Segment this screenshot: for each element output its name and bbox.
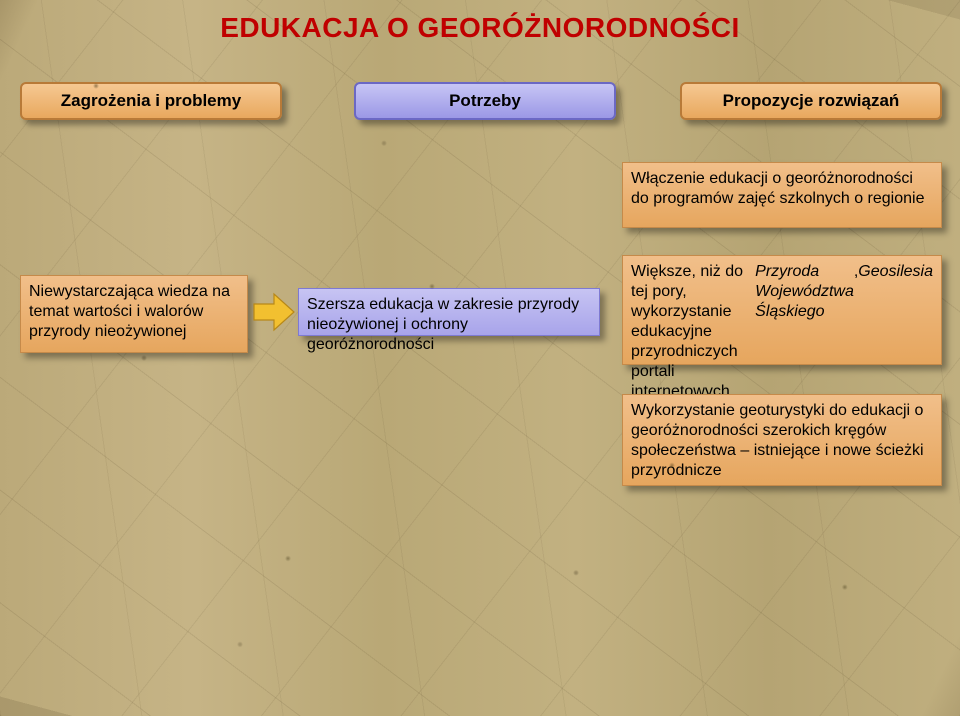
box-col1-insufficient-knowledge: Niewystarczająca wiedza na temat wartośc… (20, 275, 248, 353)
arrow-polygon (254, 294, 294, 330)
header-solutions: Propozycje rozwiązań (680, 82, 942, 120)
box-col2-broader-education: Szersza edukacja w zakresie przyrody nie… (298, 288, 600, 336)
box-col3-web-portals: Większe, niż do tej pory, wykorzystanie … (622, 255, 942, 365)
box-col3-geotourism: Wykorzystanie geoturystyki do edukacji o… (622, 394, 942, 486)
page-title: EDUKACJA O GEORÓŻNORODNOŚCI (0, 12, 960, 44)
header-needs: Potrzeby (354, 82, 616, 120)
box-col3-school-programs: Włączenie edukacji o georóżnorodności do… (622, 162, 942, 228)
arrow-right-icon (252, 290, 296, 334)
header-threats: Zagrożenia i problemy (20, 82, 282, 120)
